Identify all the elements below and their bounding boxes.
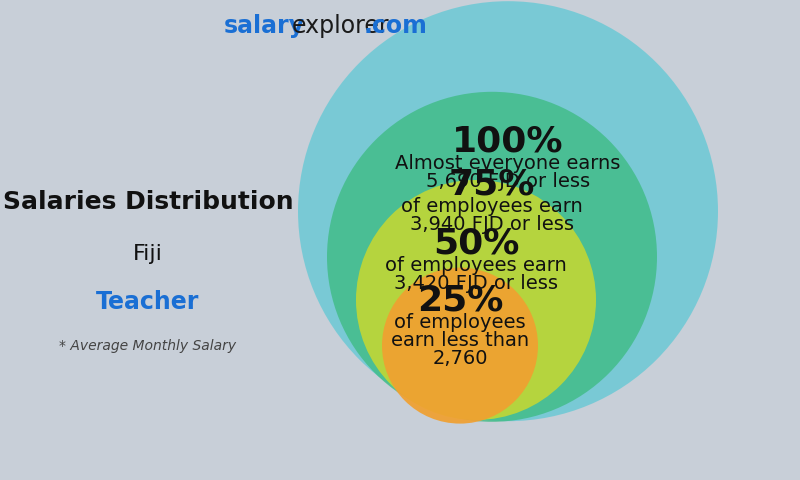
Text: * Average Monthly Salary: * Average Monthly Salary [59, 338, 237, 353]
Text: .com: .com [364, 14, 428, 38]
Text: Salaries Distribution: Salaries Distribution [2, 190, 294, 214]
Text: 75%: 75% [449, 168, 535, 201]
Text: 2,760: 2,760 [432, 349, 488, 368]
Text: Fiji: Fiji [133, 244, 163, 264]
Text: Almost everyone earns: Almost everyone earns [395, 155, 621, 173]
Text: of employees: of employees [394, 313, 526, 332]
Text: earn less than: earn less than [391, 331, 529, 350]
Text: 100%: 100% [452, 125, 564, 159]
Text: 3,940 FJD or less: 3,940 FJD or less [410, 215, 574, 234]
Text: of employees earn: of employees earn [385, 256, 567, 275]
Circle shape [327, 92, 657, 422]
Circle shape [298, 1, 718, 421]
Text: 3,420 FJD or less: 3,420 FJD or less [394, 274, 558, 293]
Text: explorer: explorer [292, 14, 390, 38]
Text: salary: salary [224, 14, 305, 38]
Text: of employees earn: of employees earn [401, 197, 583, 216]
Circle shape [382, 268, 538, 423]
Text: 50%: 50% [433, 227, 519, 261]
Circle shape [356, 180, 596, 420]
Text: Teacher: Teacher [96, 290, 200, 314]
Text: 25%: 25% [417, 284, 503, 318]
Text: 5,690 FJD or less: 5,690 FJD or less [426, 172, 590, 192]
